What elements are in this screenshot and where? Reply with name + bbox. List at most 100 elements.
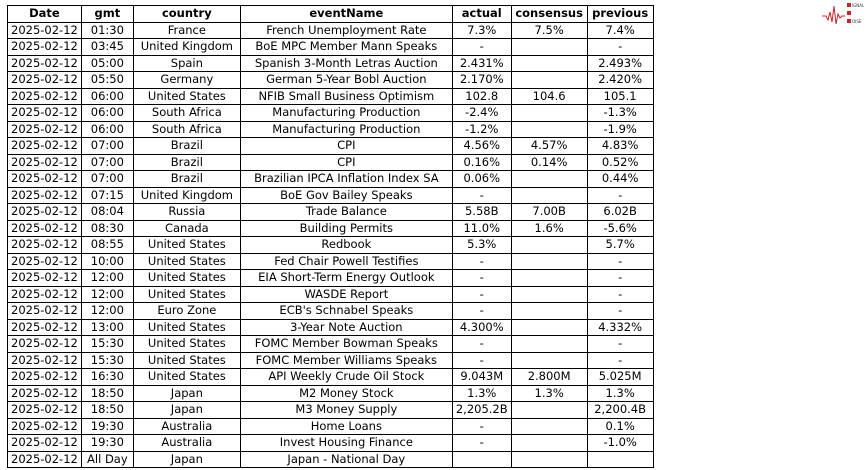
cell-previous: - — [586, 302, 654, 320]
cell-consensus — [510, 71, 588, 89]
cell-country: United States — [132, 318, 241, 336]
table-row: 2025-02-12 07:00 Brazil CPI 0.16% 0.14% 0.52% — [7, 153, 654, 171]
table-row: 2025-02-12 12:00 United States EIA Short-Te… — [7, 269, 654, 287]
cell-gmt: 12:00 — [80, 302, 134, 320]
cell-previous: - — [586, 351, 654, 369]
cell-consensus — [510, 269, 588, 287]
cell-gmt: 03:45 — [80, 38, 134, 56]
cell-eventname: EIA Short-Term Energy Outlook — [239, 269, 453, 287]
table-row: 2025-02-12 08:30 Canada Building Permits 11.… — [7, 219, 654, 237]
cell-eventname: Invest Housing Finance — [239, 434, 453, 452]
cell-actual: 5.58B — [451, 203, 512, 221]
table-row: 2025-02-12 18:50 Japan M2 Money Stock 1.3% 1.… — [7, 384, 654, 402]
cell-gmt: 18:50 — [80, 401, 134, 419]
cell-country: United States — [132, 351, 241, 369]
cell-date: 2025-02-12 — [7, 186, 82, 204]
cell-consensus — [510, 120, 588, 138]
cell-country: France — [132, 21, 241, 39]
cell-date: 2025-02-12 — [7, 302, 82, 320]
cell-eventname: French Unemployment Rate — [239, 21, 453, 39]
cell-gmt: 15:30 — [80, 351, 134, 369]
cell-actual: 9.043M — [451, 368, 512, 386]
cell-date: 2025-02-12 — [7, 269, 82, 287]
cell-date: 2025-02-12 — [7, 104, 82, 122]
cell-eventname: Building Permits — [239, 219, 453, 237]
cell-gmt: 05:50 — [80, 71, 134, 89]
cell-eventname: FOMC Member Bowman Speaks — [239, 335, 453, 353]
cell-country: United Kingdom — [132, 38, 241, 56]
cell-previous: -1.3% — [586, 104, 654, 122]
cell-actual: 11.0% — [451, 219, 512, 237]
cell-eventname: Trade Balance — [239, 203, 453, 221]
table-row: 2025-02-12 06:00 South Africa Manufacturing… — [7, 120, 654, 138]
cell-gmt: 08:30 — [80, 219, 134, 237]
column-header: gmt — [80, 5, 134, 23]
cell-consensus — [510, 170, 588, 188]
cell-country: Canada — [132, 219, 241, 237]
table-row: 2025-02-12 07:00 Brazil Brazilian IPCA Infl… — [7, 170, 654, 188]
table-row: 2025-02-12 06:00 South Africa Manufacturing… — [7, 104, 654, 122]
cell-actual: - — [451, 269, 512, 287]
cell-actual: - — [451, 335, 512, 353]
cell-actual: -1.2% — [451, 120, 512, 138]
table-row: 2025-02-12 08:55 United States Redbook 5.3% 5… — [7, 236, 654, 254]
cell-actual: 2.431% — [451, 54, 512, 72]
cell-actual: 2.170% — [451, 71, 512, 89]
cell-consensus — [510, 335, 588, 353]
cell-previous: 5.025M — [586, 368, 654, 386]
table-row: 2025-02-12 19:30 Australia Home Loans - 0.1% — [7, 417, 654, 435]
cell-eventname: Manufacturing Production — [239, 120, 453, 138]
cell-previous: 7.4% — [586, 21, 654, 39]
cell-consensus — [510, 434, 588, 452]
cell-eventname: Redbook — [239, 236, 453, 254]
cell-date: 2025-02-12 — [7, 87, 82, 105]
cell-country: Brazil — [132, 137, 241, 155]
cell-date: 2025-02-12 — [7, 335, 82, 353]
cell-actual: - — [451, 302, 512, 320]
cell-previous: 6.02B — [586, 203, 654, 221]
cell-eventname: German 5-Year Bobl Auction — [239, 71, 453, 89]
cell-eventname: Spanish 3-Month Letras Auction — [239, 54, 453, 72]
cell-gmt: 08:55 — [80, 236, 134, 254]
cell-consensus — [510, 417, 588, 435]
cell-previous: 0.52% — [586, 153, 654, 171]
table-row: 2025-02-12 05:00 Spain Spanish 3-Month Letr… — [7, 54, 654, 72]
table-row: 2025-02-12 03:45 United Kingdom BoE MPC Mem… — [7, 38, 654, 56]
cell-consensus — [510, 318, 588, 336]
cell-date: 2025-02-12 — [7, 384, 82, 402]
cell-actual: 102.8 — [451, 87, 512, 105]
cell-eventname: NFIB Small Business Optimism — [239, 87, 453, 105]
cell-gmt: 12:00 — [80, 269, 134, 287]
cell-previous — [586, 450, 654, 468]
cell-previous: - — [586, 186, 654, 204]
cell-gmt: 19:30 — [80, 434, 134, 452]
cell-consensus: 2.800M — [510, 368, 588, 386]
cell-country: United States — [132, 236, 241, 254]
cell-country: Russia — [132, 203, 241, 221]
cell-gmt: 15:30 — [80, 335, 134, 353]
cell-date: 2025-02-12 — [7, 368, 82, 386]
cell-country: Australia — [132, 417, 241, 435]
cell-gmt: 19:30 — [80, 417, 134, 435]
cell-consensus — [510, 252, 588, 270]
cell-gmt: 01:30 — [80, 21, 134, 39]
table-row: 2025-02-12 All Day Japan Japan - National D… — [7, 450, 654, 468]
cell-actual — [451, 450, 512, 468]
cell-date: 2025-02-12 — [7, 219, 82, 237]
cell-date: 2025-02-12 — [7, 450, 82, 468]
cell-actual: -2.4% — [451, 104, 512, 122]
cell-previous: -1.9% — [586, 120, 654, 138]
cell-previous: 5.7% — [586, 236, 654, 254]
cell-country: Spain — [132, 54, 241, 72]
cell-gmt: 07:00 — [80, 153, 134, 171]
cell-date: 2025-02-12 — [7, 318, 82, 336]
column-header: previous — [586, 5, 654, 23]
cell-actual: - — [451, 186, 512, 204]
cell-previous: - — [586, 335, 654, 353]
cell-country: Australia — [132, 434, 241, 452]
cell-eventname: 3-Year Note Auction — [239, 318, 453, 336]
cell-date: 2025-02-12 — [7, 203, 82, 221]
cell-previous: 0.1% — [586, 417, 654, 435]
cell-consensus: 1.3% — [510, 384, 588, 402]
cell-consensus — [510, 38, 588, 56]
